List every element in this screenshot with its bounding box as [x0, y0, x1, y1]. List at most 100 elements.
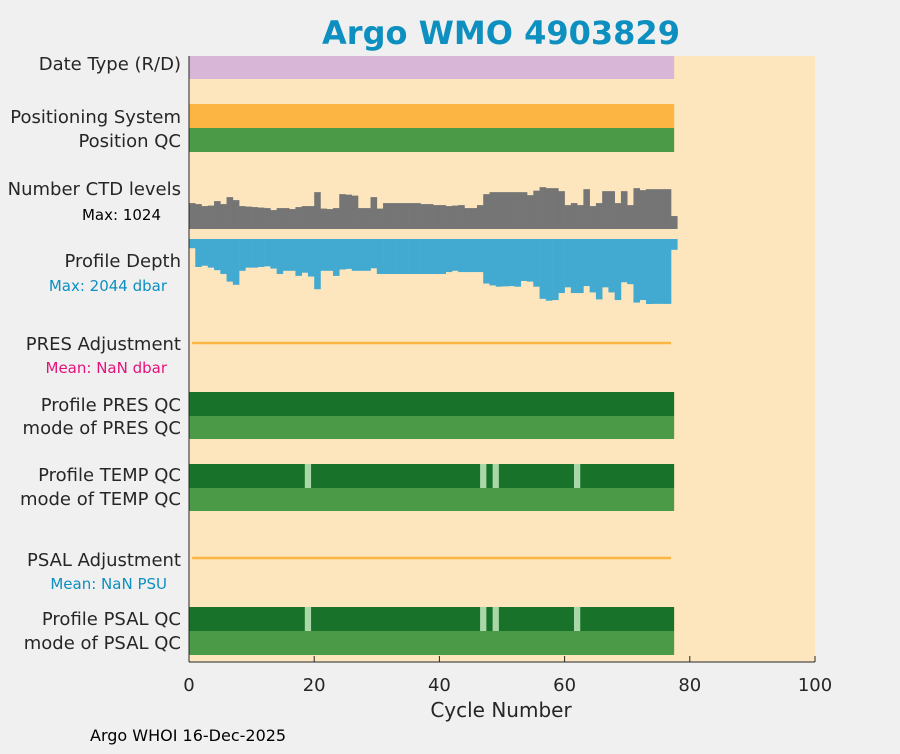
depth-bar [220, 239, 227, 274]
ctd-bar [664, 189, 672, 229]
ctd-bar [470, 208, 478, 229]
ctd-bar [464, 208, 471, 229]
depth-bar [602, 239, 609, 288]
depth-bar [414, 239, 421, 274]
label-psal-adjustment: PSAL Adjustment [27, 550, 181, 571]
band-profile-temp-qc [189, 464, 675, 488]
ctd-bar [339, 194, 346, 229]
depth-bar [295, 239, 302, 276]
x-tick-label: 60 [553, 675, 576, 696]
ctd-bar [608, 191, 615, 229]
depth-bar [502, 239, 509, 287]
depth-bar [245, 239, 252, 268]
depth-bar [652, 239, 659, 304]
ctd-bar [364, 208, 371, 229]
psal-qc-flag [573, 607, 581, 631]
depth-bar [289, 239, 296, 271]
depth-bar [439, 239, 446, 274]
ctd-bar [577, 205, 584, 229]
ctd-bar [214, 201, 221, 229]
depth-bar [458, 239, 465, 273]
psal-qc-flag [480, 607, 487, 631]
depth-bar [483, 239, 490, 284]
depth-bar [201, 239, 209, 266]
label-depth-max: Max: 2044 dbar [49, 277, 168, 295]
ctd-bar [602, 191, 609, 229]
depth-bar [282, 239, 290, 271]
ctd-bar [383, 203, 390, 229]
ctd-bar [514, 192, 522, 229]
label-pres-adjustment: PRES Adjustment [26, 334, 181, 355]
depth-bar [639, 239, 647, 301]
label-profile-pres-qc: Profile PRES QC [41, 395, 181, 416]
depth-bar [545, 239, 553, 301]
depth-bar [627, 239, 634, 285]
ctd-bar [671, 216, 678, 229]
ctd-bar [226, 197, 234, 229]
x-tick-label: 20 [303, 675, 326, 696]
depth-bar [464, 239, 471, 273]
depth-bar [489, 239, 497, 286]
depth-bar [326, 239, 334, 271]
depth-bar [189, 239, 196, 249]
ctd-bar [414, 203, 421, 229]
ctd-bar [326, 209, 334, 229]
depth-bar [383, 239, 390, 274]
depth-bar [420, 239, 428, 274]
depth-bar [595, 239, 603, 300]
depth-bar [570, 239, 578, 294]
label-profile-depth: Profile Depth [64, 251, 181, 272]
ctd-bar [476, 205, 484, 229]
ctd-bar [220, 204, 227, 229]
label-positioning-system: Positioning System [10, 107, 181, 128]
ctd-bar [370, 197, 378, 229]
depth-bar [408, 239, 415, 274]
depth-bar [520, 239, 528, 281]
ctd-bar [264, 208, 271, 229]
ctd-bar [276, 208, 284, 229]
ctd-bar [527, 195, 534, 229]
ctd-bar [627, 205, 634, 229]
depth-bar [671, 239, 678, 250]
depth-bar [214, 239, 221, 271]
depth-bar [226, 239, 234, 282]
ctd-bar [533, 190, 540, 229]
depth-bar [345, 239, 353, 269]
depth-bar [332, 239, 340, 276]
ctd-bar [614, 203, 622, 229]
ctd-bar [320, 208, 328, 229]
ctd-bar [232, 200, 240, 229]
label-mode-pres-qc: mode of PRES QC [23, 418, 181, 439]
chart-title: Argo WMO 4903829 [322, 14, 680, 52]
psal-qc-flag [492, 607, 499, 631]
depth-bar [620, 239, 628, 283]
depth-bar [339, 239, 346, 270]
temp-qc-flag [480, 464, 487, 488]
ctd-bar [552, 188, 559, 229]
ctd-bar [426, 204, 434, 229]
ctd-bar [332, 208, 340, 229]
depth-bar [614, 239, 622, 301]
depth-bar [395, 239, 403, 274]
depth-bar [514, 239, 522, 287]
label-mode-temp-qc: mode of TEMP QC [20, 489, 181, 510]
band-profile-pres-qc [189, 392, 675, 416]
ctd-bar [195, 204, 202, 229]
label-date-type: Date Type (R/D) [39, 54, 181, 75]
ctd-bar [652, 189, 659, 229]
depth-bar [658, 239, 666, 304]
ctd-bar [376, 208, 384, 229]
depth-bar [251, 239, 259, 268]
temp-qc-flag [492, 464, 499, 488]
ctd-bar [395, 203, 403, 229]
ctd-bar [314, 192, 321, 229]
x-tick-label: 100 [798, 675, 832, 696]
ctd-bar [289, 209, 296, 229]
ctd-bar [301, 206, 309, 229]
x-axis: 0 20 40 60 80 100 [183, 56, 832, 696]
ctd-bar [251, 207, 259, 229]
ctd-bar [639, 190, 647, 229]
depth-bar [539, 239, 547, 299]
depth-bar [445, 239, 453, 273]
